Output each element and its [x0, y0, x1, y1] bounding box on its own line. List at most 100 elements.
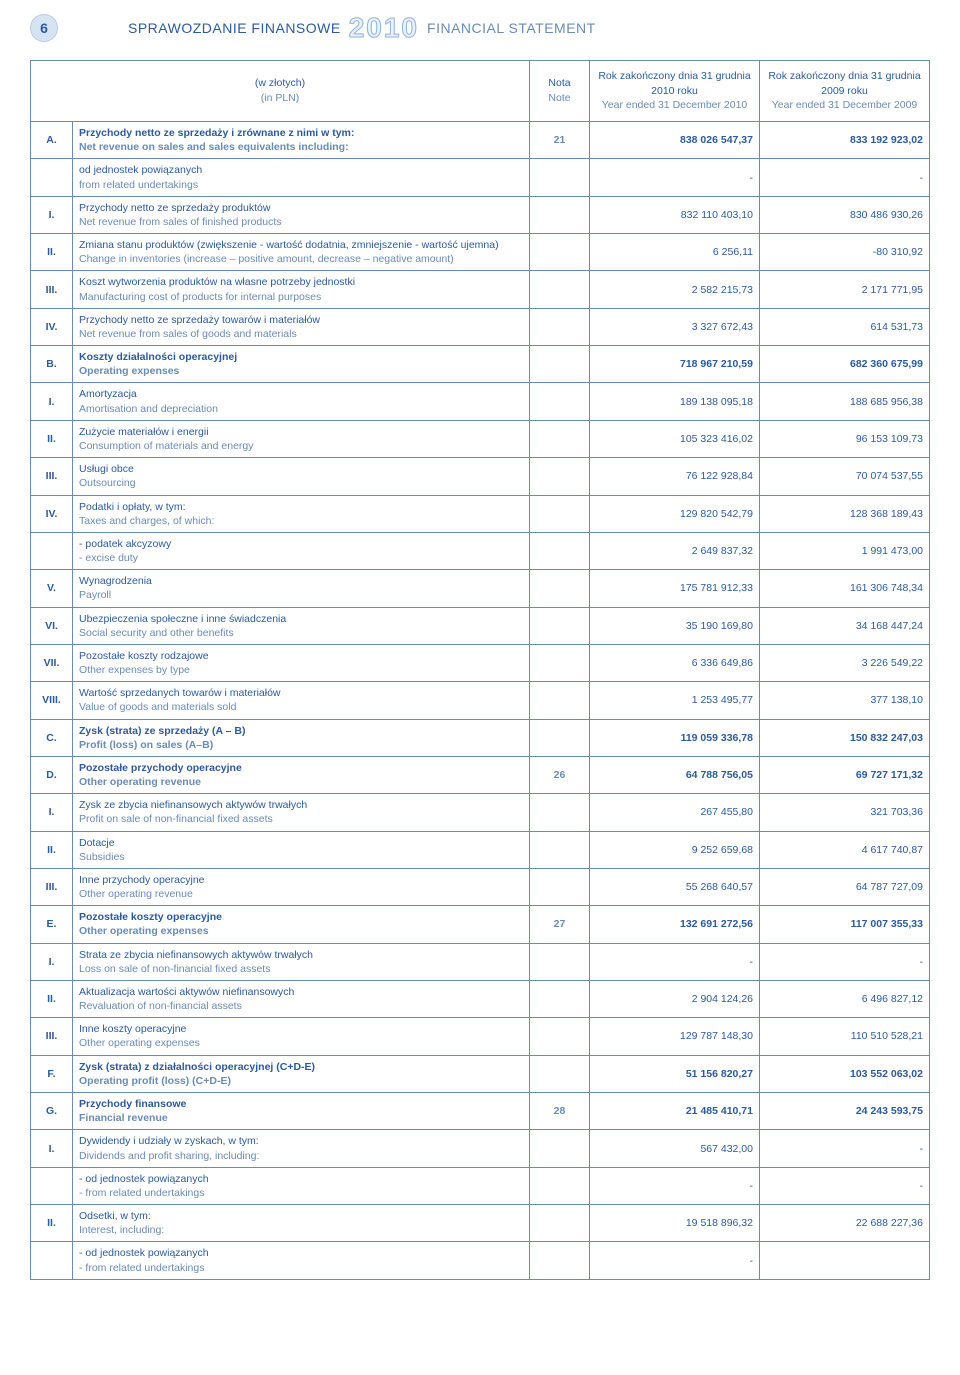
row-value-2009: 69 727 171,32 [760, 756, 930, 793]
row-description: Inne koszty operacyjneOther operating ex… [73, 1018, 530, 1055]
col-header-note: Nota Note [530, 61, 590, 122]
row-index: III. [31, 1018, 73, 1055]
row-value-2010: 3 327 672,43 [590, 308, 760, 345]
row-description: - od jednostek powiązanych- from related… [73, 1167, 530, 1204]
row-note: 27 [530, 906, 590, 943]
row-index [31, 159, 73, 196]
row-value-2010: 718 967 210,59 [590, 346, 760, 383]
row-value-2010: 51 156 820,27 [590, 1055, 760, 1092]
row-note [530, 1167, 590, 1204]
row-note [530, 794, 590, 831]
row-value-2009: 682 360 675,99 [760, 346, 930, 383]
row-index [31, 1167, 73, 1204]
row-note [530, 943, 590, 980]
table-row: I.Zysk ze zbycia niefinansowych aktywów … [31, 794, 930, 831]
row-value-2010: 267 455,80 [590, 794, 760, 831]
row-note: 21 [530, 122, 590, 159]
row-description: DotacjeSubsidies [73, 831, 530, 868]
row-value-2010: 567 432,00 [590, 1130, 760, 1167]
table-row: II.Odsetki, w tym:Interest, including:19… [31, 1205, 930, 1242]
table-row: B.Koszty działalności operacyjnejOperati… [31, 346, 930, 383]
row-index: II. [31, 234, 73, 271]
table-row: III.Usługi obceOutsourcing76 122 928,847… [31, 458, 930, 495]
table-row: od jednostek powiązanychfrom related und… [31, 159, 930, 196]
row-index: I. [31, 794, 73, 831]
row-value-2010: 76 122 928,84 [590, 458, 760, 495]
row-index: F. [31, 1055, 73, 1092]
row-index: I. [31, 383, 73, 420]
row-note [530, 607, 590, 644]
row-value-2009: 3 226 549,22 [760, 644, 930, 681]
row-value-2010: 19 518 896,32 [590, 1205, 760, 1242]
row-note [530, 980, 590, 1017]
row-note [530, 682, 590, 719]
row-value-2009: 4 617 740,87 [760, 831, 930, 868]
row-note [530, 234, 590, 271]
row-description: - podatek akcyzowy- excise duty [73, 532, 530, 569]
row-value-2009: 2 171 771,95 [760, 271, 930, 308]
table-header: (w złotych) (in PLN) Nota Note Rok zakoń… [31, 61, 930, 122]
row-note [530, 868, 590, 905]
row-value-2010: - [590, 1167, 760, 1204]
row-value-2010: 119 059 336,78 [590, 719, 760, 756]
row-description: Pozostałe koszty rodzajoweOther expenses… [73, 644, 530, 681]
row-value-2010: 21 485 410,71 [590, 1093, 760, 1130]
row-value-2009: 64 787 727,09 [760, 868, 930, 905]
row-note: 28 [530, 1093, 590, 1130]
row-description: Podatki i opłaty, w tym:Taxes and charge… [73, 495, 530, 532]
row-value-2009: - [760, 943, 930, 980]
row-index: IV. [31, 308, 73, 345]
row-index: B. [31, 346, 73, 383]
financial-table: (w złotych) (in PLN) Nota Note Rok zakoń… [30, 60, 930, 1280]
row-value-2010: - [590, 943, 760, 980]
table-body: A.Przychody netto ze sprzedaży i zrównan… [31, 122, 930, 1280]
row-value-2010: 55 268 640,57 [590, 868, 760, 905]
table-row: - od jednostek powiązanych- from related… [31, 1167, 930, 1204]
row-note [530, 532, 590, 569]
row-description: Aktualizacja wartości aktywów niefinanso… [73, 980, 530, 1017]
table-row: A.Przychody netto ze sprzedaży i zrównan… [31, 122, 930, 159]
row-value-2009 [760, 1242, 930, 1279]
row-value-2009: - [760, 1130, 930, 1167]
row-note [530, 495, 590, 532]
row-index: II. [31, 831, 73, 868]
row-value-2010: - [590, 159, 760, 196]
table-row: III.Inne koszty operacyjneOther operatin… [31, 1018, 930, 1055]
row-value-2009: 110 510 528,21 [760, 1018, 930, 1055]
table-row: F.Zysk (strata) z działalności operacyjn… [31, 1055, 930, 1092]
table-row: I.Strata ze zbycia niefinansowych aktywó… [31, 943, 930, 980]
row-index: II. [31, 980, 73, 1017]
row-index: E. [31, 906, 73, 943]
page-number-badge: 6 [30, 14, 58, 42]
row-value-2010: 832 110 403,10 [590, 196, 760, 233]
table-row: II.Zmiana stanu produktów (zwiększenie -… [31, 234, 930, 271]
row-index: II. [31, 420, 73, 457]
row-description: Strata ze zbycia niefinansowych aktywów … [73, 943, 530, 980]
row-index: G. [31, 1093, 73, 1130]
row-value-2009: 34 168 447,24 [760, 607, 930, 644]
row-note [530, 458, 590, 495]
row-value-2010: 175 781 912,33 [590, 570, 760, 607]
row-value-2009: 150 832 247,03 [760, 719, 930, 756]
header-titles: SPRAWOZDANIE FINANSOWE 2010 FINANCIAL ST… [128, 12, 596, 44]
row-index: VI. [31, 607, 73, 644]
title-en: FINANCIAL STATEMENT [427, 20, 596, 36]
row-index: IV. [31, 495, 73, 532]
row-note [530, 308, 590, 345]
row-index: VII. [31, 644, 73, 681]
table-row: I.Przychody netto ze sprzedaży produktów… [31, 196, 930, 233]
row-value-2010: 129 787 148,30 [590, 1018, 760, 1055]
table-row: D.Pozostałe przychody operacyjneOther op… [31, 756, 930, 793]
row-index: C. [31, 719, 73, 756]
row-description: Zysk (strata) z działalności operacyjnej… [73, 1055, 530, 1092]
table-row: VII.Pozostałe koszty rodzajoweOther expe… [31, 644, 930, 681]
row-value-2010: 2 904 124,26 [590, 980, 760, 1017]
row-description: - od jednostek powiązanych- from related… [73, 1242, 530, 1279]
table-row: G.Przychody finansoweFinancial revenue28… [31, 1093, 930, 1130]
row-index: I. [31, 1130, 73, 1167]
row-note [530, 420, 590, 457]
row-value-2009: 6 496 827,12 [760, 980, 930, 1017]
table-row: II.DotacjeSubsidies9 252 659,684 617 740… [31, 831, 930, 868]
row-value-2010: 838 026 547,37 [590, 122, 760, 159]
row-value-2009: -80 310,92 [760, 234, 930, 271]
